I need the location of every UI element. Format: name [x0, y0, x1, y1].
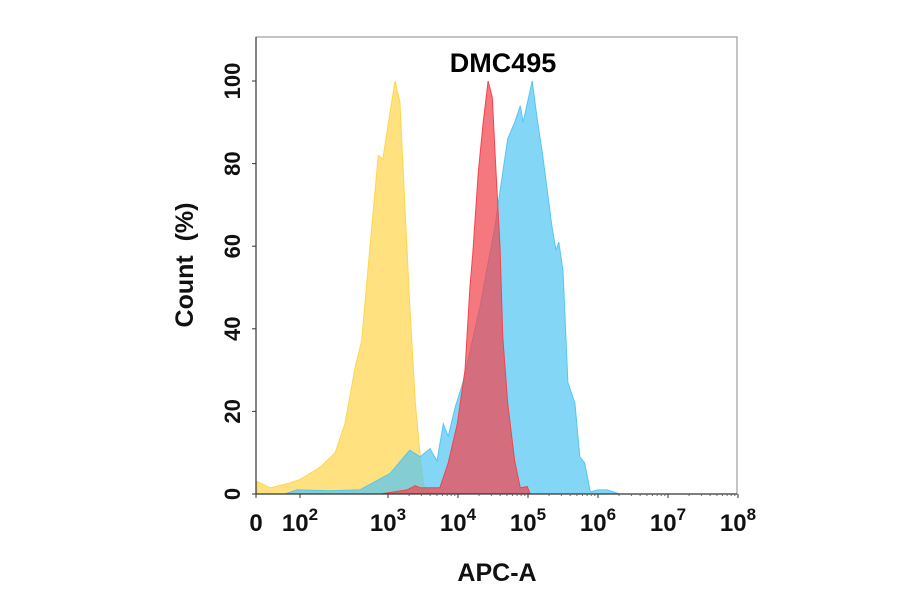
x-tick-base: 10 — [720, 510, 747, 537]
x-tick-exponent: 5 — [537, 505, 546, 524]
x-tick-base: 0 — [249, 510, 262, 537]
histogram-series-0 — [256, 80, 440, 495]
x-tick-base: 10 — [650, 510, 677, 537]
y-tick-label: 80 — [220, 151, 245, 175]
x-tick-label: 106 — [580, 505, 616, 537]
x-tick-label: 103 — [370, 505, 406, 537]
chart-title: DMC495 — [450, 48, 557, 78]
x-tick-exponent: 6 — [607, 505, 616, 524]
x-tick-base: 10 — [580, 510, 607, 537]
x-tick-label: 104 — [440, 505, 477, 537]
x-tick-exponent: 4 — [467, 505, 477, 524]
y-tick-label: 60 — [220, 234, 245, 258]
x-tick-base: 10 — [440, 510, 467, 537]
x-tick-base: 10 — [370, 510, 397, 537]
x-tick-label: 0 — [249, 510, 262, 537]
histogram-series-2 — [380, 80, 531, 495]
x-tick-label: 108 — [720, 505, 756, 537]
x-tick-exponent: 8 — [747, 505, 756, 524]
x-tick-label: 107 — [650, 505, 686, 537]
x-axis-label: APC-A — [457, 559, 536, 587]
y-tick-label: 0 — [220, 488, 245, 500]
y-tick-label: 20 — [220, 399, 245, 423]
x-tick-exponent: 2 — [309, 505, 318, 524]
x-tick-exponent: 3 — [397, 505, 406, 524]
y-axis-label: Count (%) — [171, 203, 199, 328]
y-tick-label: 100 — [220, 63, 245, 100]
x-tick-base: 10 — [282, 510, 309, 537]
y-tick-label: 40 — [220, 317, 245, 341]
x-tick-label: 102 — [282, 505, 318, 537]
x-tick-label: 105 — [510, 505, 546, 537]
series-layer — [256, 80, 620, 495]
x-tick-exponent: 7 — [677, 505, 686, 524]
histogram-series-1 — [284, 80, 620, 495]
x-tick-base: 10 — [510, 510, 537, 537]
